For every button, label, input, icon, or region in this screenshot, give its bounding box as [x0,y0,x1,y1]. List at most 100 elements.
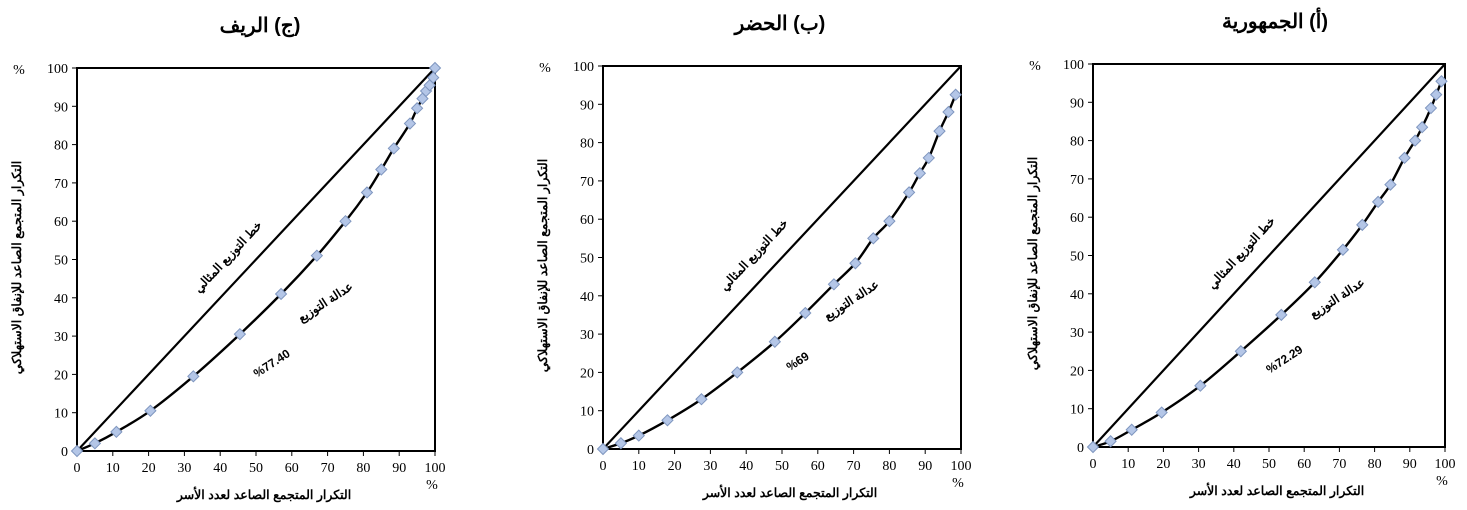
chart-panel-1: (ب) الحضر 0 10 20 30 40 50 60 70 80 90 100 0 10 20 30 40… [536,13,972,501]
x-tick-label: 70 [321,461,335,476]
y-tick-label: 10 [1070,403,1084,418]
x-tick-label: 40 [213,461,227,476]
y-tick-label: 90 [54,100,68,115]
equality-line-label: خط التوزيع المثالي [717,216,791,294]
x-tick-label: 30 [1192,457,1206,472]
x-tick-label: 80 [882,459,896,474]
x-tick-label: 100 [951,459,972,474]
data-point-marker [799,306,812,320]
data-point-marker [233,327,247,341]
x-tick-label: 10 [106,461,120,476]
equality-line [76,67,436,452]
lorenz-curve [602,94,957,451]
data-point-marker [1356,218,1369,232]
x-tick-label: 60 [811,459,825,474]
x-tick-label: 40 [739,459,753,474]
x-tick-label: 100 [1435,457,1456,472]
x-tick-label: 90 [1403,457,1417,472]
y-tick-label: 70 [1070,173,1084,188]
y-tick-label: 60 [1070,211,1084,226]
x-tick-label: 40 [1227,457,1241,472]
data-point-marker [632,429,646,442]
y-tick-label: 0 [587,443,594,458]
data-point-marker [867,232,880,245]
y-axis-label: التكرار المتجمع الصاعد للإنفاق الاستهلاك… [10,161,25,374]
data-point-marker [1155,406,1168,419]
y-tick-label: 50 [580,252,594,267]
data-point-marker [1429,88,1443,101]
data-point-marker [614,437,628,450]
data-point-marker [375,163,388,176]
equality-line [1092,63,1446,448]
x-tick-label: 10 [632,459,646,474]
distribution-index-value: %77.40 [251,346,293,380]
chart-title: (ج) الريف [220,15,301,38]
x-tick-label: 0 [74,461,81,476]
equality-line [602,65,962,450]
y-tick-label: 20 [54,368,68,383]
x-tick-label: 80 [1368,457,1382,472]
y-axis-label: التكرار المتجمع الصاعد للإنفاق الاستهلاك… [1026,157,1041,370]
y-tick-label: 50 [1070,250,1084,265]
data-point-marker [387,142,401,155]
x-unit-label: % [1436,474,1448,489]
y-tick-label: 100 [1063,58,1084,73]
data-point-marker [596,442,610,456]
curve-label: عدالة التوزيع [295,279,356,326]
y-tick-label: 70 [54,177,68,192]
x-unit-label: % [426,478,438,493]
y-tick-label: 20 [1070,364,1084,379]
data-point-marker [410,102,424,115]
y-tick-label: 10 [580,405,594,420]
data-point-marker [274,287,288,301]
data-point-marker [1275,308,1288,322]
data-point-marker [933,124,946,138]
x-tick-label: 90 [392,461,406,476]
data-point-marker [110,425,123,439]
x-tick-label: 80 [356,461,370,476]
data-point-marker [1336,243,1350,256]
y-tick-label: 50 [54,254,68,269]
y-tick-label: 60 [54,215,68,230]
data-point-marker [942,105,955,119]
y-tick-label: 80 [580,137,594,152]
x-tick-label: 70 [847,459,861,474]
x-tick-label: 50 [775,459,789,474]
data-point-marker [949,88,962,101]
x-tick-label: 20 [142,461,156,476]
x-unit-label: % [952,476,964,491]
y-tick-label: 90 [1070,96,1084,111]
equality-line-label: خط التوزيع المثالي [1205,214,1279,292]
chart-panel-2: (أ) الجمهورية 0 10 20 30 40 50 60 70 80 90 100 0 10 20… [1026,7,1456,499]
data-point-marker [1371,195,1385,209]
data-point-marker [88,437,102,450]
data-point-marker [1086,440,1100,454]
y-tick-label: 90 [580,98,594,113]
y-tick-label: 100 [47,62,68,77]
chart-panel-0: (ج) الريف 0 10 20 30 40 50 60 70 80 90 100 0 10 20 30 40… [10,15,446,503]
y-tick-label: 30 [1070,326,1084,341]
y-unit-label: % [13,63,25,78]
data-point-marker [339,214,352,228]
x-tick-label: 50 [1262,457,1276,472]
data-point-marker [1104,435,1117,448]
x-tick-label: 60 [285,461,299,476]
data-point-marker [827,278,841,291]
x-tick-label: 20 [668,459,682,474]
data-point-marker [1234,345,1248,358]
data-point-marker [1408,134,1422,147]
y-tick-label: 100 [573,60,594,75]
distribution-index-value: %69 [784,349,812,374]
distribution-index-value: %72.29 [1264,342,1306,376]
data-point-marker [1308,276,1321,289]
y-unit-label: % [1029,59,1041,74]
data-point-marker [1415,120,1429,134]
data-point-marker [70,444,84,458]
data-point-marker [1435,75,1448,88]
y-tick-label: 20 [580,366,594,381]
data-point-marker [1194,379,1207,392]
y-tick-label: 80 [54,139,68,154]
x-tick-label: 70 [1332,457,1346,472]
data-point-marker [1384,178,1397,191]
